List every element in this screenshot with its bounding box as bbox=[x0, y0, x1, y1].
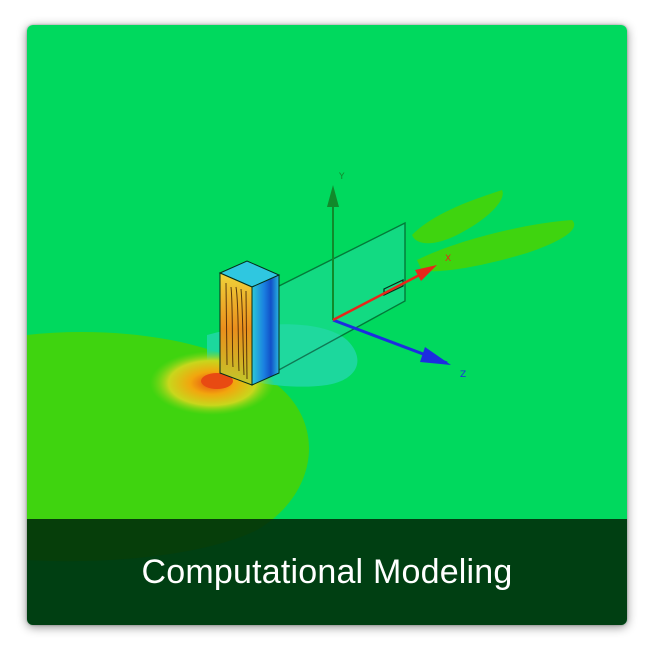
caption-text: Computational Modeling bbox=[141, 552, 513, 591]
block-side-face bbox=[251, 274, 280, 386]
plume-upper-right-b bbox=[417, 220, 575, 272]
caption-bar: Computational Modeling bbox=[27, 519, 627, 625]
y-axis-arrow-icon: Y bbox=[327, 172, 345, 320]
svg-text:Y: Y bbox=[338, 172, 345, 182]
contour-lines bbox=[225, 282, 248, 380]
svg-text:X: X bbox=[445, 254, 451, 264]
x-axis-arrow-icon: Z bbox=[332, 318, 466, 380]
gallery-card[interactable]: Y Z X Computational Modeling bbox=[27, 25, 627, 625]
svg-text:Z: Z bbox=[460, 370, 466, 380]
plume-upper-right-a bbox=[412, 190, 503, 244]
z-axis-arrow-icon: X bbox=[332, 254, 451, 322]
